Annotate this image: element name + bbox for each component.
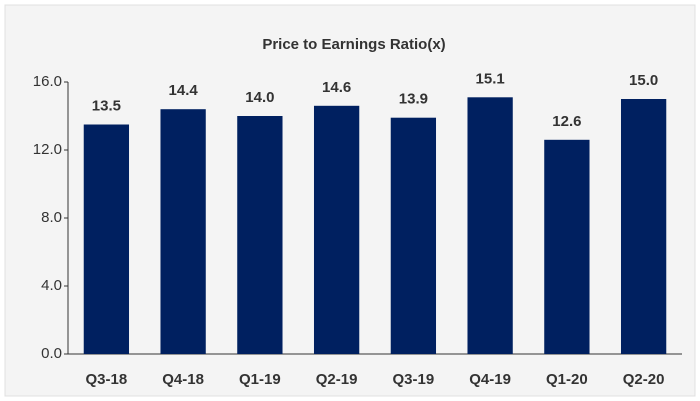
data-label: 15.0 bbox=[629, 72, 658, 89]
bar bbox=[313, 105, 360, 354]
bar bbox=[544, 139, 590, 354]
data-label: 15.1 bbox=[476, 70, 505, 87]
y-tick-label: 16.0 bbox=[33, 73, 62, 90]
data-label: 13.5 bbox=[92, 97, 121, 114]
x-tick-label: Q4-19 bbox=[469, 371, 511, 388]
data-label: 12.6 bbox=[552, 113, 581, 130]
x-tick-label: Q3-19 bbox=[393, 371, 435, 388]
bar bbox=[237, 116, 283, 354]
y-tick-label: 8.0 bbox=[41, 209, 62, 226]
bar bbox=[160, 109, 206, 354]
bar bbox=[620, 99, 667, 354]
x-tick-label: Q2-20 bbox=[623, 371, 665, 388]
bar bbox=[83, 124, 130, 354]
y-tick-label: 4.0 bbox=[41, 277, 62, 294]
data-label: 14.0 bbox=[245, 89, 274, 106]
x-tick-label: Q3-18 bbox=[86, 371, 128, 388]
data-label: 13.9 bbox=[399, 91, 428, 108]
x-tick-label: Q1-20 bbox=[546, 371, 588, 388]
data-label: 14.6 bbox=[322, 79, 351, 96]
bar bbox=[467, 97, 513, 355]
y-tick-label: 12.0 bbox=[33, 141, 62, 158]
x-tick-label: Q1-19 bbox=[239, 371, 281, 388]
x-tick-label: Q4-18 bbox=[162, 371, 204, 388]
data-label: 14.4 bbox=[169, 82, 199, 99]
chart-title: Price to Earnings Ratio(x) bbox=[262, 36, 445, 53]
bar bbox=[390, 117, 437, 354]
x-tick-label: Q2-19 bbox=[316, 371, 358, 388]
y-tick-label: 0.0 bbox=[41, 345, 62, 362]
